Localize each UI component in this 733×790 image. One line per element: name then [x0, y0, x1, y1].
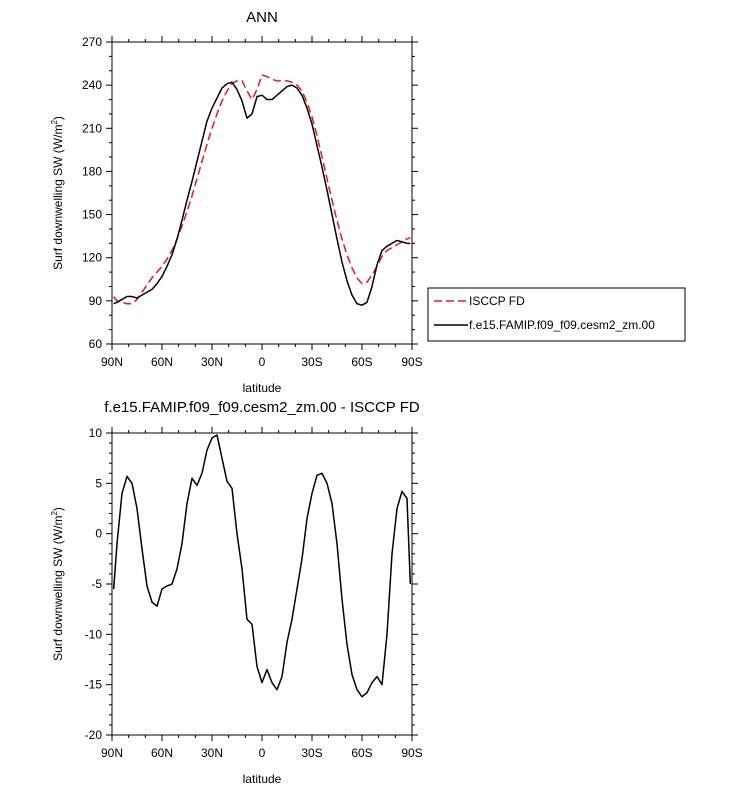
legend-label-model: f.e15.FAMIP.f09_f09.cesm2_zm.00	[469, 318, 655, 332]
top-y-axis-label-end: )	[51, 116, 65, 120]
bottom-x-tick-label: 30N	[201, 746, 223, 760]
legend-label-isccp: ISCCP FD	[469, 294, 525, 308]
top-x-tick-label: 60S	[351, 355, 372, 369]
bottom-y-tick-label: 0	[95, 527, 102, 541]
top-chart-title: ANN	[246, 9, 278, 26]
top-x-tick-label: 90S	[401, 355, 422, 369]
legend-frame	[427, 287, 686, 342]
bottom-y-axis-label-end: )	[51, 507, 65, 511]
bottom-chart-title: f.e15.FAMIP.f09_f09.cesm2_zm.00 - ISCCP …	[104, 399, 420, 416]
bottom-y-axis-label-superscript: 2	[50, 511, 59, 516]
top-x-tick-label: 30S	[301, 355, 322, 369]
top-y-tick-label: 150	[82, 208, 102, 222]
bottom-x-axis-label: latitude	[243, 772, 282, 786]
top-y-axis-label-superscript: 2	[50, 120, 59, 125]
top-y-axis-label: Surf downwelling SW (W/m2)	[50, 116, 65, 270]
bottom-x-tick-label: 30S	[301, 746, 322, 760]
top-axis-ticks: 90N 60N 30N 0 30S 60S 90S 60 90 120 150 180 210 240 27…	[82, 35, 423, 369]
bottom-x-tick-label: 90N	[101, 746, 123, 760]
top-y-tick-label: 240	[82, 78, 102, 92]
top-y-axis-label-main: Surf downwelling SW (W/m	[51, 125, 65, 270]
top-y-tick-label: 120	[82, 251, 102, 265]
bottom-x-tick-label: 0	[259, 746, 266, 760]
top-x-tick-label: 30N	[201, 355, 223, 369]
bottom-x-tick-label: 60S	[351, 746, 372, 760]
top-x-tick-label: 0	[259, 355, 266, 369]
bottom-y-tick-label: 10	[89, 426, 103, 440]
top-plot-frame	[111, 41, 413, 345]
bottom-panel: f.e15.FAMIP.f09_f09.cesm2_zm.00 - ISCCP …	[50, 399, 423, 786]
bottom-y-tick-label: 5	[95, 476, 102, 490]
bottom-y-tick-label: -15	[85, 678, 103, 692]
bottom-y-axis-label-main: Surf downwelling SW (W/m	[51, 516, 65, 661]
top-y-tick-label: 180	[82, 164, 102, 178]
bottom-y-tick-label: -5	[91, 577, 102, 591]
top-y-tick-label: 210	[82, 121, 102, 135]
top-series-line-1	[113, 81, 411, 306]
top-series-group	[113, 74, 411, 306]
top-y-tick-label: 90	[89, 294, 103, 308]
bottom-series-group	[112, 434, 412, 698]
top-x-tick-label: 90N	[101, 355, 123, 369]
top-series-line-0	[113, 74, 411, 305]
legend: ISCCP FD f.e15.FAMIP.f09_f09.cesm2_zm.00	[427, 287, 686, 342]
bottom-x-tick-label: 60N	[151, 746, 173, 760]
top-panel: ANN 90N 60N 30N 0 30S 60S 90S 60 90 120 150 180 210 2…	[50, 9, 423, 395]
bottom-plot-frame	[111, 432, 413, 736]
top-y-tick-label: 270	[82, 35, 102, 49]
top-x-axis-label: latitude	[243, 381, 282, 395]
bottom-x-tick-label: 90S	[401, 746, 422, 760]
top-y-tick-label: 60	[89, 337, 103, 351]
bottom-series-line-0	[112, 434, 412, 698]
top-x-tick-label: 60N	[151, 355, 173, 369]
bottom-y-tick-label: -20	[85, 728, 103, 742]
bottom-axis-ticks: 90N 60N 30N 0 30S 60S 90S -20 -15 -10 -5 0 5 10	[85, 426, 423, 760]
bottom-y-tick-label: -10	[85, 627, 103, 641]
bottom-y-axis-label: Surf downwelling SW (W/m2)	[50, 507, 65, 661]
